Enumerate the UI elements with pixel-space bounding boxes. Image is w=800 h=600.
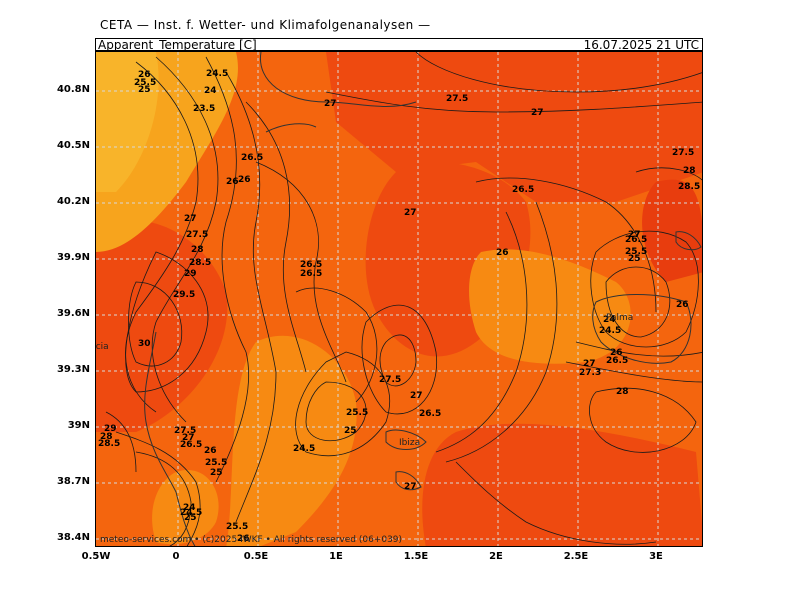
contour-label: 28 xyxy=(616,387,629,397)
contour-label: 25 xyxy=(138,85,151,95)
contour-label: 24.5 xyxy=(599,326,621,336)
place-palma: Palma xyxy=(606,313,633,323)
contour-label: 26 xyxy=(676,300,689,310)
lon-label: 0.5E xyxy=(243,551,269,562)
contour-label: 23.5 xyxy=(193,104,215,114)
contour-label: 26 xyxy=(237,534,250,544)
contour-label: 27.5 xyxy=(379,375,401,385)
contour-label: 26 xyxy=(204,446,217,456)
contour-label: 24 xyxy=(204,86,217,96)
contour-label: 27 xyxy=(410,391,423,401)
contour-label: 26 xyxy=(496,248,509,258)
contour-label: 24.5 xyxy=(293,444,315,454)
contour-label: 26.5 xyxy=(512,185,534,195)
contour-label: 29 xyxy=(104,424,117,434)
warm-zone-east xyxy=(642,179,702,282)
contour-label: 24.5 xyxy=(206,69,228,79)
contour-label: 26.5 xyxy=(300,260,322,270)
contour-label: 25.5 xyxy=(134,78,156,88)
contour-label: 27 xyxy=(182,433,195,443)
contour-label: 24 xyxy=(603,315,616,325)
contour-label: 26.5 xyxy=(180,440,202,450)
contour-label: 27.5 xyxy=(672,148,694,158)
contour-label: 26.5 xyxy=(625,235,647,245)
contour-label: 27 xyxy=(583,359,596,369)
valid-time: 16.07.2025 21 UTC xyxy=(583,38,699,52)
lon-label: 0.5W xyxy=(81,551,111,562)
contour-label: 26 xyxy=(138,70,151,80)
lat-label: 39.3N xyxy=(56,364,90,375)
title-bar: Apparent_Temperature [C] 16.07.2025 21 U… xyxy=(95,38,703,51)
lat-label: 40.2N xyxy=(56,196,90,207)
contour-label: 28 xyxy=(100,432,113,442)
place-ibiza: Ibiza xyxy=(399,438,420,448)
contour-label: 26 xyxy=(610,348,623,358)
contour-label: 27 xyxy=(628,230,641,240)
contour-label: 28 xyxy=(683,166,696,176)
temperature-map: 26 25.5 25 24.5 24 23.5 27 27.5 27 26.5 … xyxy=(95,51,703,547)
cool-zone-southwest xyxy=(152,470,219,545)
lon-label: 2.5E xyxy=(563,551,589,562)
contour-label: 26 xyxy=(238,175,251,185)
warm-zone-west xyxy=(96,220,228,432)
source-title: CETA — Inst. f. Wetter- und Klimafolgena… xyxy=(100,18,431,32)
contour-label: 27.3 xyxy=(579,368,601,378)
contour-label: 28 xyxy=(191,245,204,255)
contour-label: 25 xyxy=(210,468,223,478)
contour-label: 26.5 xyxy=(419,409,441,419)
contour-label: 27 xyxy=(184,214,197,224)
contour-label: 27.5 xyxy=(186,230,208,240)
lon-label: 1E xyxy=(329,551,343,562)
contour-label: 24.5 xyxy=(180,508,202,518)
lat-label: 40.5N xyxy=(56,140,90,151)
map-canvas: 26 25.5 25 24.5 24 23.5 27 27.5 27 26.5 … xyxy=(96,52,702,546)
lat-label: 38.4N xyxy=(56,532,90,543)
contour-label: 28.5 xyxy=(678,182,700,192)
contour-label: 24 xyxy=(183,503,196,513)
lat-label: 39.9N xyxy=(56,252,90,263)
lat-label: 38.7N xyxy=(56,476,90,487)
contour-label: 28.5 xyxy=(189,258,211,268)
lat-label: 40.8N xyxy=(56,84,90,95)
lon-label: 0 xyxy=(172,551,180,562)
contour-label: 29 xyxy=(184,269,197,279)
footer-copyright: meteo-services.com • (c)2025 IWKF • All … xyxy=(100,535,403,545)
lon-label: 3E xyxy=(649,551,663,562)
contour-labels: 26 25.5 25 24.5 24 23.5 27 27.5 27 26.5 … xyxy=(98,69,700,544)
lat-label: 39N xyxy=(67,420,90,431)
contour-label: 25.5 xyxy=(625,247,647,257)
contour-label: 25.5 xyxy=(346,408,368,418)
contour-label: 27 xyxy=(324,99,337,109)
contour-label: 26.5 xyxy=(300,269,322,279)
contour-label: 27.5 xyxy=(446,94,468,104)
lat-label: 39.6N xyxy=(56,308,90,319)
contour-label: 25.5 xyxy=(226,522,248,532)
contour-label: 30 xyxy=(138,339,151,349)
contour-label: 25.5 xyxy=(205,458,227,468)
contour-label: 28.5 xyxy=(98,439,120,449)
cool-zone-east xyxy=(469,249,631,364)
place-labels: Valencia Ibiza Palma xyxy=(96,313,633,448)
contour-label: 29.5 xyxy=(173,290,195,300)
contour-label: 25 xyxy=(344,426,357,436)
lon-label: 1.5E xyxy=(403,551,429,562)
contour-label: 27.5 xyxy=(174,426,196,436)
cool-zone-south xyxy=(226,335,357,546)
lon-label: 2E xyxy=(489,551,503,562)
contour-label: 26.5 xyxy=(606,356,628,366)
contour-label: 26 xyxy=(226,177,239,187)
contour-label: 27 xyxy=(404,208,417,218)
contour-label: 25 xyxy=(184,513,197,523)
place-valencia: Valencia xyxy=(96,342,109,352)
contour-label: 27 xyxy=(404,482,417,492)
warm-zone-south xyxy=(422,423,702,546)
contour-label: 27 xyxy=(531,108,544,118)
field-name: Apparent_Temperature [C] xyxy=(98,38,257,52)
contour-label: 26.5 xyxy=(241,153,263,163)
coastline xyxy=(144,52,702,546)
coolest-zone-northwest xyxy=(96,52,159,192)
contour-label: 25 xyxy=(628,254,641,264)
